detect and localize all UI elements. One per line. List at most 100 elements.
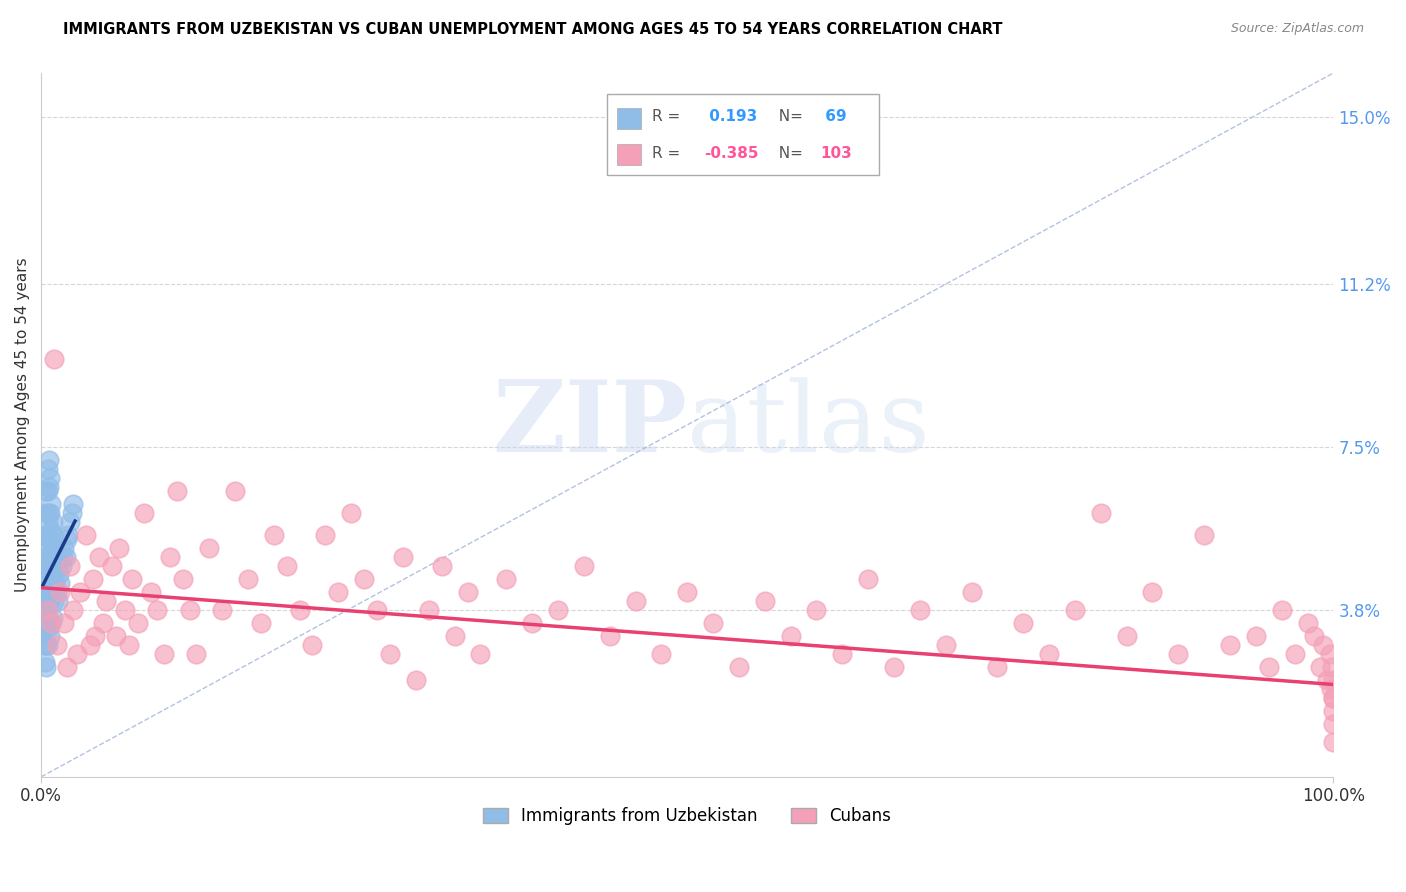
Point <box>1312 638 1334 652</box>
Point <box>58 558 80 573</box>
Point <box>42 515 65 529</box>
Point <box>105 629 128 643</box>
Point <box>676 585 699 599</box>
Point <box>34 549 56 564</box>
Y-axis label: Unemployment Among Ages 45 to 54 years: Unemployment Among Ages 45 to 54 years <box>15 258 30 592</box>
Point <box>650 647 672 661</box>
Point <box>44 541 66 555</box>
Point <box>42 528 65 542</box>
Point <box>1244 629 1267 643</box>
Point <box>34 585 56 599</box>
Point <box>34 620 56 634</box>
Point <box>69 585 91 599</box>
Point <box>779 629 801 643</box>
Point <box>118 638 141 652</box>
Point <box>37 483 59 498</box>
Point <box>35 638 58 652</box>
Point <box>1038 647 1060 661</box>
Point <box>41 549 63 564</box>
Point <box>42 558 65 573</box>
Point <box>41 585 63 599</box>
Point <box>42 611 65 625</box>
Point <box>46 594 69 608</box>
Point <box>935 638 957 652</box>
Text: IMMIGRANTS FROM UZBEKISTAN VS CUBAN UNEMPLOYMENT AMONG AGES 45 TO 54 YEARS CORRE: IMMIGRANTS FROM UZBEKISTAN VS CUBAN UNEM… <box>63 22 1002 37</box>
Point <box>179 603 201 617</box>
Point <box>114 603 136 617</box>
Point <box>702 615 724 630</box>
Point <box>470 647 492 661</box>
Point <box>166 483 188 498</box>
Point <box>35 572 58 586</box>
Point <box>1296 615 1319 630</box>
Point <box>1303 629 1326 643</box>
Point <box>60 506 83 520</box>
Point <box>159 549 181 564</box>
Point <box>39 533 62 547</box>
Point <box>224 483 246 498</box>
Point <box>46 558 69 573</box>
Point <box>39 629 62 643</box>
Point <box>1271 603 1294 617</box>
Point <box>41 524 63 538</box>
Point <box>418 603 440 617</box>
Point <box>49 585 72 599</box>
Point <box>405 673 427 687</box>
Point <box>236 572 259 586</box>
Point <box>186 647 208 661</box>
Point <box>134 506 156 520</box>
Point <box>328 585 350 599</box>
Point <box>495 572 517 586</box>
Point <box>37 515 59 529</box>
Point <box>32 611 55 625</box>
Point <box>42 576 65 591</box>
Point <box>48 567 70 582</box>
Point <box>38 453 60 467</box>
Point <box>34 656 56 670</box>
Point <box>53 615 76 630</box>
Point <box>35 549 58 564</box>
Point <box>1142 585 1164 599</box>
Point <box>831 647 853 661</box>
Point <box>32 620 55 634</box>
Point <box>39 471 62 485</box>
Text: 69: 69 <box>820 109 846 124</box>
Point <box>38 533 60 547</box>
Point <box>82 572 104 586</box>
Legend: Immigrants from Uzbekistan, Cubans: Immigrants from Uzbekistan, Cubans <box>484 807 891 825</box>
Point <box>37 541 59 555</box>
Point <box>1319 647 1341 661</box>
Point <box>49 576 72 591</box>
Point <box>37 563 59 577</box>
Point <box>39 506 62 520</box>
Point <box>806 603 828 617</box>
Point <box>1192 528 1215 542</box>
Point <box>37 603 59 617</box>
Text: 103: 103 <box>820 145 852 161</box>
Point <box>1322 690 1344 705</box>
Point <box>1316 673 1339 687</box>
Point <box>107 541 129 555</box>
Point <box>443 629 465 643</box>
Point <box>153 647 176 661</box>
Point <box>1322 704 1344 718</box>
Text: N=: N= <box>769 145 807 161</box>
Point <box>56 660 79 674</box>
Point <box>146 603 169 617</box>
Point <box>41 497 63 511</box>
Point <box>38 558 60 573</box>
Point <box>547 603 569 617</box>
Point <box>1219 638 1241 652</box>
Point <box>41 615 63 630</box>
Point <box>58 528 80 542</box>
Point <box>37 585 59 599</box>
Point <box>211 603 233 617</box>
Point <box>35 528 58 542</box>
Point <box>1322 734 1344 748</box>
Point <box>366 603 388 617</box>
Point <box>32 603 55 617</box>
Point <box>457 585 479 599</box>
Point <box>340 506 363 520</box>
Point <box>624 594 647 608</box>
Point <box>1257 660 1279 674</box>
